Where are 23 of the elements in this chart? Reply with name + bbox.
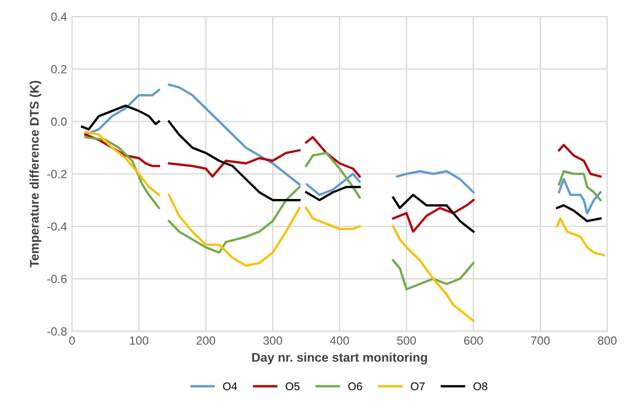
y-tick-label: 0.2: [51, 65, 67, 74]
legend-label: O4: [223, 382, 238, 390]
x-tick-label: 700: [531, 336, 550, 345]
y-tick-label: 0.4: [51, 12, 67, 21]
x-tick-label: 100: [130, 336, 148, 345]
y-tick-label: -0.8: [47, 327, 67, 336]
x-tick-label: 800: [598, 336, 617, 345]
legend-label: O5: [286, 382, 300, 390]
x-tick-label: 500: [397, 336, 416, 345]
legend-label: O8: [473, 382, 488, 390]
legend-label: O6: [348, 382, 362, 390]
x-tick-label: 200: [196, 336, 216, 345]
y-tick-label: -0.2: [47, 170, 67, 178]
x-tick-label: 600: [464, 336, 483, 345]
legend-label: O7: [410, 382, 425, 390]
x-axis-title: Day nr. since start monitoring: [252, 352, 427, 364]
x-tick-label: 300: [263, 336, 282, 345]
y-axis-title: Temperature difference DTS (K): [30, 80, 42, 268]
y-tick-label: -0.4: [47, 222, 67, 231]
y-tick-label: -0.6: [47, 274, 67, 284]
y-tick-label: 0.0: [51, 117, 67, 126]
x-tick-label: 0: [69, 336, 75, 345]
x-tick-label: 400: [330, 336, 349, 345]
